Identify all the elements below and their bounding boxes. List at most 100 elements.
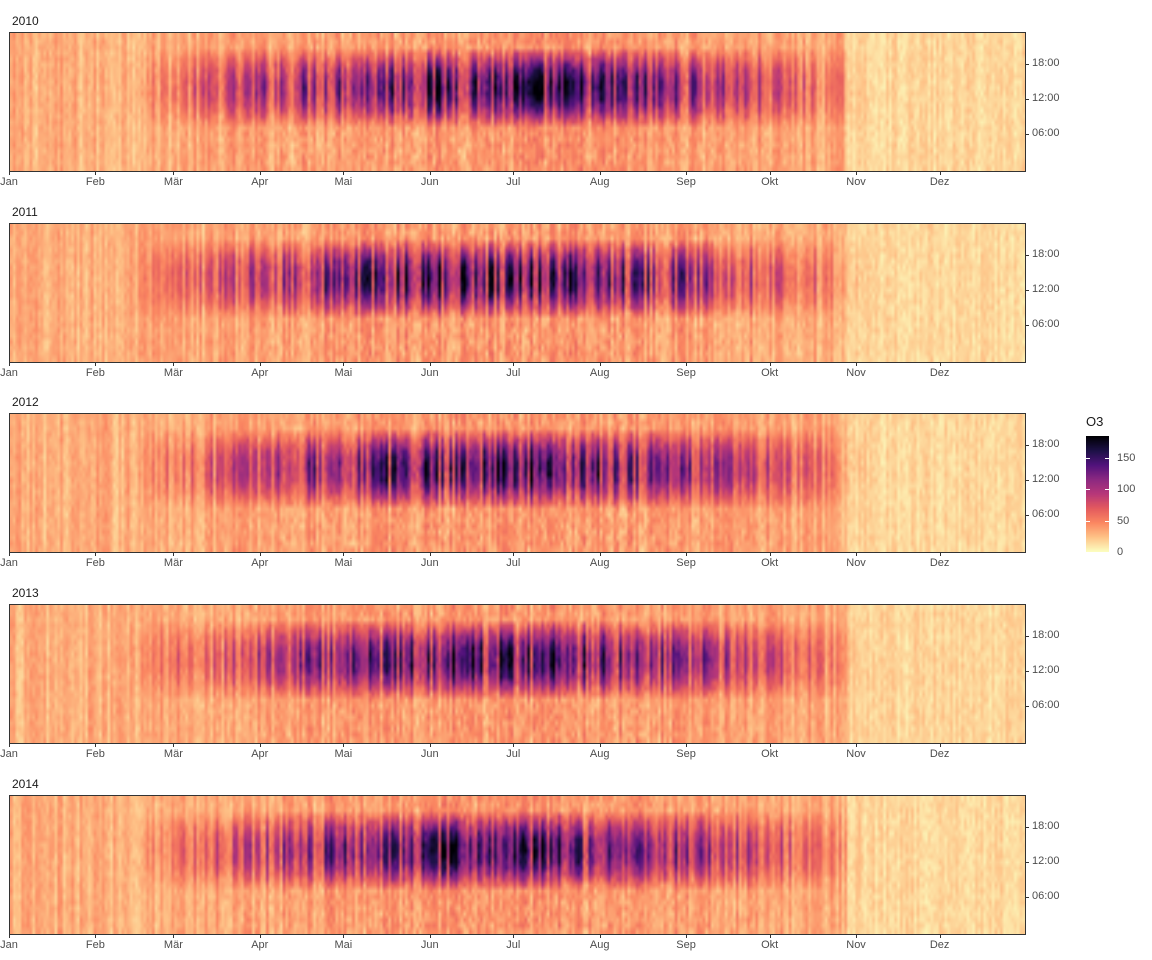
x-tick-label: Jul [506, 748, 521, 760]
y-tick-label: 18:00 [1032, 248, 1060, 261]
x-tick-mark [343, 172, 345, 175]
y-tick-mark [1026, 706, 1029, 708]
legend-tick-mark [1105, 489, 1109, 491]
legend-tick-mark [1105, 520, 1109, 522]
x-tick-mark [856, 363, 858, 366]
y-tick-mark [1026, 862, 1029, 864]
x-tick-label: Jan [0, 176, 18, 188]
x-tick-label: Mär [163, 557, 183, 569]
legend-tick-label: 100 [1117, 483, 1136, 496]
x-tick-mark [769, 744, 771, 747]
y-tick-mark [1026, 480, 1029, 482]
heatmap-cells-2011 [10, 224, 1025, 362]
x-tick-label: Mai [334, 557, 353, 569]
y-tick-label: 12:00 [1032, 664, 1060, 677]
y-tick-mark [1026, 515, 1029, 517]
y-tick-mark [1026, 64, 1029, 66]
x-tick-label: Dez [929, 748, 950, 760]
x-tick-label: Jan [0, 748, 18, 760]
x-tick-label: Aug [589, 557, 610, 569]
x-tick-label: Apr [251, 557, 269, 569]
x-tick-mark [259, 935, 261, 938]
x-tick-label: Sep [676, 748, 696, 760]
x-tick-mark [513, 744, 515, 747]
x-tick-label: Jan [0, 939, 18, 951]
x-tick-label: Mär [163, 748, 183, 760]
y-tick-label: 12:00 [1032, 855, 1060, 868]
x-tick-mark [856, 553, 858, 556]
x-tick-label: Feb [85, 557, 105, 569]
x-tick-mark [599, 744, 601, 747]
y-tick-mark [1026, 636, 1029, 638]
x-tick-label: Mai [334, 176, 353, 188]
x-tick-label: Mai [334, 939, 353, 951]
x-tick-label: Apr [251, 748, 269, 760]
heatmap-panel-2011 [9, 223, 1026, 363]
x-tick-mark [599, 935, 601, 938]
x-tick-label: Mär [163, 367, 183, 379]
x-tick-mark [259, 172, 261, 175]
y-tick-label: 12:00 [1032, 473, 1060, 486]
x-tick-label: Aug [589, 367, 610, 379]
legend-colorbar [1086, 436, 1109, 552]
x-tick-mark [95, 553, 97, 556]
y-tick-label: 18:00 [1032, 820, 1060, 833]
x-tick-mark [513, 553, 515, 556]
x-tick-mark [9, 553, 10, 556]
x-tick-mark [939, 172, 941, 175]
x-tick-mark [856, 744, 858, 747]
y-tick-label: 06:00 [1032, 508, 1060, 521]
x-tick-label: Nov [846, 748, 866, 760]
legend-tick-mark [1086, 489, 1090, 491]
x-tick-mark [429, 553, 431, 556]
legend-tick-label: 150 [1117, 451, 1136, 464]
legend-tick-mark [1086, 520, 1090, 522]
panel-title-2010: 2010 [12, 14, 39, 28]
y-tick-label: 06:00 [1032, 127, 1060, 140]
x-tick-mark [769, 553, 771, 556]
x-tick-mark [259, 744, 261, 747]
x-tick-label: Jun [420, 176, 439, 188]
y-tick-label: 06:00 [1032, 890, 1060, 903]
heatmap-panel-2013 [9, 604, 1026, 744]
x-tick-label: Feb [85, 367, 105, 379]
x-tick-mark [769, 363, 771, 366]
y-tick-mark [1026, 827, 1029, 829]
x-tick-mark [686, 744, 688, 747]
x-tick-mark [173, 363, 175, 366]
panel-title-2014: 2014 [12, 777, 39, 791]
y-tick-label: 18:00 [1032, 57, 1060, 70]
x-tick-label: Aug [589, 939, 610, 951]
legend-tick-label: 50 [1117, 514, 1130, 527]
color-legend: O3 150 100 50 0 [1086, 414, 1146, 564]
x-tick-mark [173, 744, 175, 747]
x-tick-label: Okt [761, 367, 779, 379]
x-tick-mark [513, 935, 515, 938]
x-tick-mark [9, 172, 10, 175]
x-tick-label: Mär [163, 939, 183, 951]
x-tick-mark [173, 172, 175, 175]
x-tick-mark [939, 363, 941, 366]
x-tick-mark [513, 172, 515, 175]
heatmap-panel-2014 [9, 795, 1026, 935]
x-tick-mark [856, 935, 858, 938]
x-tick-mark [259, 363, 261, 366]
x-tick-mark [599, 553, 601, 556]
x-tick-mark [686, 363, 688, 366]
x-tick-mark [173, 553, 175, 556]
x-tick-label: Feb [85, 176, 105, 188]
panel-title-2012: 2012 [12, 395, 39, 409]
x-tick-label: Jul [506, 367, 521, 379]
x-tick-label: Apr [251, 367, 269, 379]
heatmap-panel-2012 [9, 413, 1026, 553]
x-tick-mark [429, 172, 431, 175]
x-tick-mark [9, 935, 10, 938]
x-tick-label: Sep [676, 939, 696, 951]
y-tick-mark [1026, 671, 1029, 673]
x-tick-label: Feb [85, 748, 105, 760]
x-tick-label: Okt [761, 557, 779, 569]
x-tick-mark [769, 935, 771, 938]
legend-title: O3 [1086, 414, 1104, 429]
x-tick-label: Feb [85, 939, 105, 951]
x-tick-mark [95, 935, 97, 938]
